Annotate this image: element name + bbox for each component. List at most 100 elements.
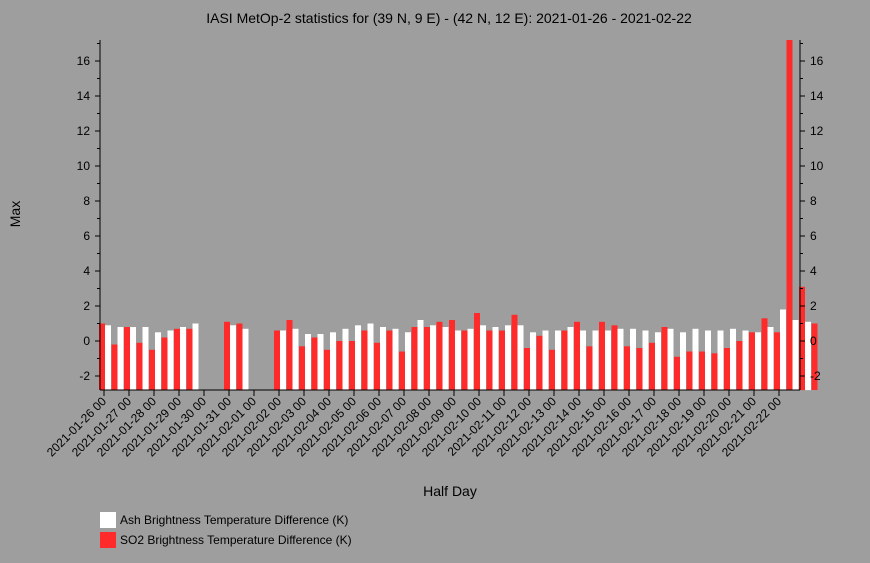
- chart-title: IASI MetOp-2 statistics for (39 N, 9 E) …: [206, 10, 692, 26]
- ash-bar-6: [180, 327, 186, 390]
- so2-bar-45: [661, 327, 668, 390]
- ash-bar-50: [730, 328, 736, 391]
- ash-bar-1: [117, 327, 124, 390]
- so2-bar-48: [699, 351, 705, 390]
- y-tick-label-right: 12: [810, 124, 824, 138]
- y-tick-label-left: 8: [83, 194, 90, 208]
- so2-bar-51: [736, 341, 743, 390]
- ash-bar-33: [517, 325, 524, 391]
- ash-bar-28: [455, 330, 461, 390]
- ash-bar-20: [355, 325, 361, 391]
- ash-bar-41: [617, 328, 624, 391]
- y-tick-label-right: 14: [810, 89, 824, 103]
- plot-area: [99, 40, 818, 391]
- ash-bar-56: [805, 321, 811, 391]
- so2-bar-47: [686, 351, 693, 390]
- y-tick-label-left: 12: [77, 124, 91, 138]
- ash-bar-7: [192, 323, 199, 390]
- so2-bar-15: [286, 320, 293, 390]
- so2-bar-42: [624, 346, 630, 391]
- so2-bar-29: [461, 330, 468, 390]
- so2-bar-18: [324, 349, 330, 391]
- ash-bar-23: [392, 328, 399, 391]
- y-tick-label-left: -2: [79, 369, 90, 383]
- legend-label-so2: SO2 Brightness Temperature Difference (K…: [120, 533, 352, 547]
- so2-bar-35: [536, 335, 543, 391]
- y-tick-label-left: 4: [83, 264, 90, 278]
- ash-bar-40: [605, 330, 611, 390]
- ash-bar-43: [642, 330, 649, 390]
- y-tick-label-right: 0: [810, 334, 817, 348]
- ash-bar-35: [542, 330, 549, 390]
- ash-bar-45: [667, 328, 674, 391]
- ash-bar-53: [767, 327, 774, 390]
- ash-bar-27: [442, 327, 449, 390]
- y-tick-label-right: -2: [810, 369, 821, 383]
- so2-bar-37: [561, 330, 568, 390]
- y-tick-label-right: 10: [810, 159, 824, 173]
- so2-bar-32: [499, 330, 505, 390]
- ash-bar-38: [580, 330, 586, 390]
- ash-bar-2: [130, 327, 136, 390]
- y-tick-label-right: 8: [810, 194, 817, 208]
- ash-bar-26: [430, 325, 436, 391]
- ash-bar-48: [705, 330, 711, 390]
- so2-bar-16: [299, 346, 305, 391]
- ash-bar-16: [305, 334, 311, 390]
- y-axis-label: Max: [7, 201, 23, 227]
- so2-bar-23: [386, 330, 393, 390]
- so2-bar-1: [111, 344, 118, 390]
- ash-bar-51: [742, 330, 749, 390]
- so2-bar-10: [224, 321, 230, 391]
- so2-bar-34: [524, 348, 530, 390]
- ash-bar-14: [280, 330, 286, 390]
- ash-bar-22: [380, 327, 386, 390]
- y-axis: -2 -2 0 0 2 2 4 4 6 6 8 8 10 10 12 12 14 14 16 16: [77, 40, 824, 390]
- so2-bar-20: [349, 341, 355, 390]
- y-tick-label-left: 10: [77, 159, 91, 173]
- ash-bar-25: [417, 320, 424, 390]
- so2-bar-6: [174, 328, 180, 391]
- so2-bar-26: [424, 327, 430, 390]
- ash-bar-32: [505, 325, 511, 391]
- so2-bar-19: [336, 341, 343, 390]
- ash-bar-52: [755, 332, 761, 391]
- so2-bar-46: [674, 356, 680, 391]
- ash-bar-17: [317, 334, 324, 390]
- ash-bar-36: [555, 330, 561, 390]
- so2-bar-27: [436, 321, 443, 391]
- ash-bar-31: [492, 327, 499, 390]
- ash-bar-44: [655, 332, 661, 391]
- ash-bar-0: [105, 325, 111, 391]
- ash-bar-4: [155, 332, 161, 391]
- legend-swatch-ash: [100, 512, 116, 528]
- so2-bar-57: [811, 323, 818, 390]
- so2-bar-56: [799, 286, 805, 391]
- ash-bar-5: [167, 330, 174, 390]
- ash-bar-3: [142, 327, 149, 390]
- ash-bar-21: [367, 323, 374, 390]
- so2-bar-24: [399, 351, 405, 390]
- so2-bar-40: [599, 321, 605, 391]
- ash-bar-46: [680, 332, 686, 391]
- ash-bar-49: [717, 330, 724, 390]
- so2-bar-41: [611, 325, 618, 391]
- so2-bar-33: [511, 314, 518, 391]
- legend-label-ash: Ash Brightness Temperature Difference (K…: [120, 513, 348, 527]
- so2-bar-39: [586, 346, 593, 391]
- so2-bar-49: [711, 353, 718, 391]
- ash-bar-37: [567, 327, 574, 390]
- ash-bar-10: [230, 325, 236, 391]
- so2-bar-14: [274, 330, 280, 390]
- ash-bar-34: [530, 332, 536, 391]
- so2-bar-54: [774, 332, 780, 391]
- ash-bar-29: [467, 328, 474, 391]
- so2-bar-7: [186, 328, 193, 391]
- y-tick-label-left: 0: [83, 334, 90, 348]
- y-tick-label-left: 16: [77, 54, 91, 68]
- so2-bar-4: [149, 349, 155, 391]
- so2-bar-53: [761, 318, 768, 391]
- ash-bar-18: [330, 332, 336, 391]
- ash-bar-15: [292, 328, 299, 391]
